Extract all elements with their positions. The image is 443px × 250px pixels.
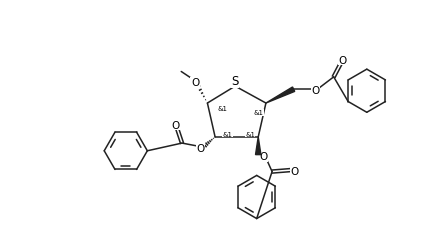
Text: &1: &1 xyxy=(223,131,233,137)
Text: O: O xyxy=(290,166,299,176)
Text: O: O xyxy=(172,120,180,130)
Text: &1: &1 xyxy=(253,110,264,116)
Text: O: O xyxy=(260,152,268,162)
Polygon shape xyxy=(266,88,295,104)
Text: O: O xyxy=(311,86,319,96)
Polygon shape xyxy=(256,137,261,155)
Text: O: O xyxy=(196,143,205,153)
Text: O: O xyxy=(191,78,199,88)
Text: O: O xyxy=(338,56,346,66)
Text: &1: &1 xyxy=(218,105,227,111)
Text: S: S xyxy=(231,75,239,88)
Text: &1: &1 xyxy=(245,131,255,137)
